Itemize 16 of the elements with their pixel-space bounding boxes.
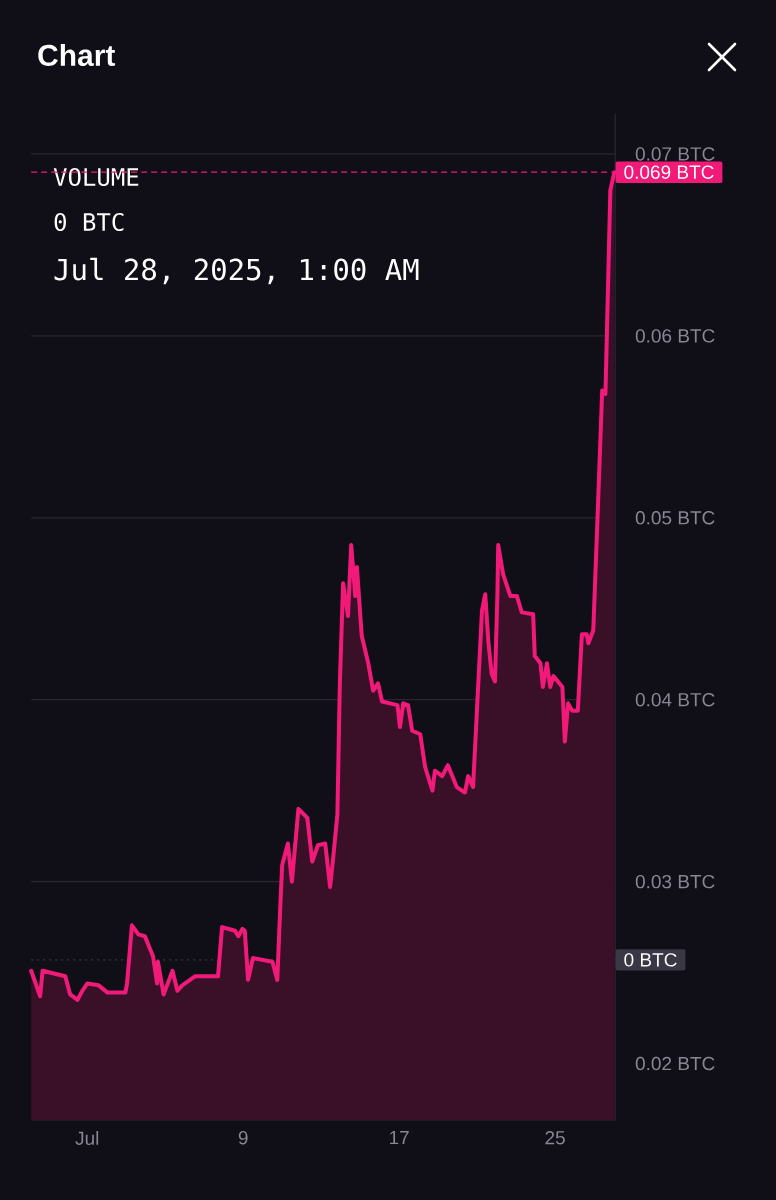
chart-title: Chart (38, 43, 116, 66)
y-tick-label: 0.06 BTC (635, 329, 715, 343)
y-tick-label: 0.05 BTC (635, 511, 715, 525)
ref-line-label: 0 BTC (624, 953, 677, 967)
x-tick-label: 25 (545, 1131, 565, 1145)
y-tick-label: 0.07 BTC (635, 147, 715, 161)
y-tick-label: 0.04 BTC (635, 692, 715, 707)
annotation: VOLUME (53, 167, 139, 187)
annotation: Jul 28, 2025, 1:00 AM (54, 257, 419, 285)
x-tick-label: 17 (390, 1131, 409, 1145)
y-tick-label: 0.03 BTC (635, 874, 715, 889)
annotation: 0 BTC (54, 212, 124, 232)
x-tick-label: 9 (238, 1131, 248, 1145)
x-tick-label: Jul (75, 1131, 99, 1145)
y-tick-label: 0.02 BTC (635, 1056, 715, 1071)
ref-line-label: 0.069 BTC (624, 165, 714, 179)
